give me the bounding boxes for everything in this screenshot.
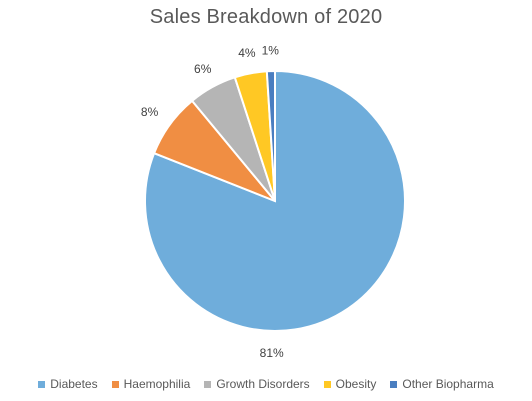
legend-swatch-haemophilia — [111, 380, 119, 388]
data-label-haemophilia: 8% — [141, 105, 159, 119]
data-label-diabetes: 81% — [260, 346, 284, 360]
legend-label-obesity: Obesity — [335, 377, 377, 391]
legend-swatch-obesity — [323, 380, 331, 388]
chart-legend: Diabetes Haemophilia Growth Disorders Obesi… — [0, 377, 532, 391]
legend-item-haemophilia: Haemophilia — [111, 377, 191, 391]
legend-label-diabetes: Diabetes — [50, 377, 98, 391]
legend-item-diabetes: Diabetes — [38, 377, 98, 391]
legend-label-growth-disorders: Growth Disorders — [216, 377, 310, 391]
data-label-obesity: 4% — [238, 46, 256, 60]
legend-item-growth-disorders: Growth Disorders — [204, 377, 310, 391]
legend-swatch-diabetes — [38, 380, 46, 388]
legend-label-other-biopharma: Other Biopharma — [402, 377, 494, 391]
legend-item-obesity: Obesity — [323, 377, 377, 391]
pie-slice-other-biopharma — [265, 69, 276, 202]
data-label-growth-disorders: 6% — [194, 62, 212, 76]
legend-swatch-other-biopharma — [390, 380, 398, 388]
chart-title: Sales Breakdown of 2020 — [149, 6, 383, 28]
pie-slices — [144, 69, 406, 332]
legend-swatch-growth-disorders — [204, 380, 212, 388]
data-label-other-biopharma: 1% — [262, 43, 280, 57]
legend-label-haemophilia: Haemophilia — [123, 377, 191, 391]
pie-data-labels: 81% 8% 6% 4% 1% — [141, 43, 284, 360]
legend-item-other-biopharma: Other Biopharma — [390, 377, 494, 391]
